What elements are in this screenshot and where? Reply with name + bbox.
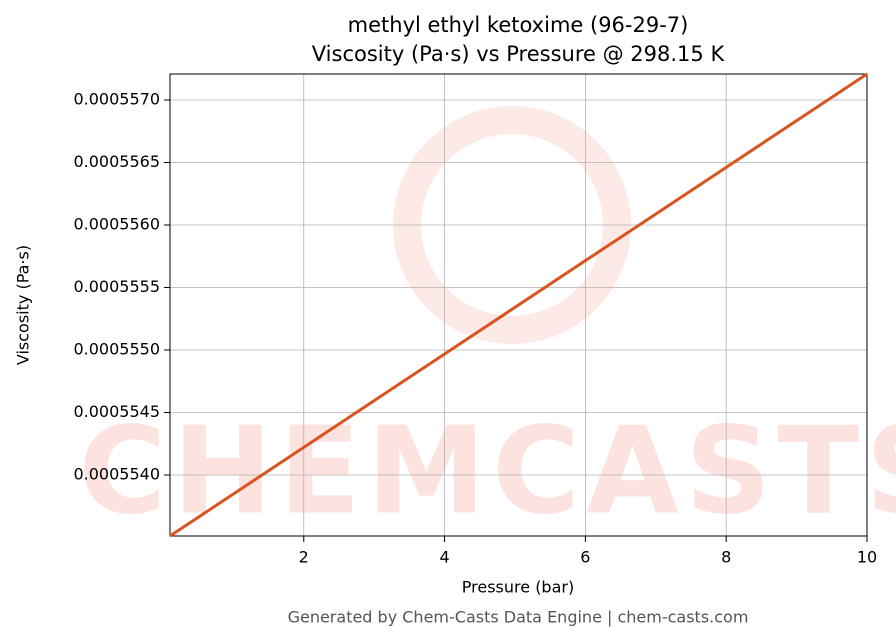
x-tick-label: 2 (299, 548, 309, 567)
y-tick-label: 0.0005555 (73, 277, 160, 296)
x-tick-label: 10 (857, 548, 877, 567)
y-tick-label: 0.0005565 (73, 152, 160, 171)
y-axis-label: Viscosity (Pa·s) (14, 245, 33, 365)
x-tick-label: 4 (439, 548, 449, 567)
x-axis-label: Pressure (bar) (462, 578, 574, 597)
y-tick-label: 0.0005545 (73, 402, 160, 421)
y-tick-label: 0.0005570 (73, 90, 160, 109)
x-tick-label: 6 (580, 548, 590, 567)
chart-title: methyl ethyl ketoxime (96-29-7) (348, 13, 689, 37)
footer: Generated by Chem-Casts Data Engine | ch… (288, 608, 749, 627)
watermark: CHEMCASTS (78, 403, 896, 542)
y-tick-label: 0.0005560 (73, 215, 160, 234)
data-line (169, 72, 868, 538)
chart-subtitle: Viscosity (Pa·s) vs Pressure @ 298.15 K (312, 42, 726, 66)
y-tick-label: 0.0005540 (73, 464, 160, 483)
y-tick-label: 0.0005550 (73, 339, 160, 358)
x-tick-label: 8 (721, 548, 731, 567)
plot-frame (169, 73, 868, 537)
